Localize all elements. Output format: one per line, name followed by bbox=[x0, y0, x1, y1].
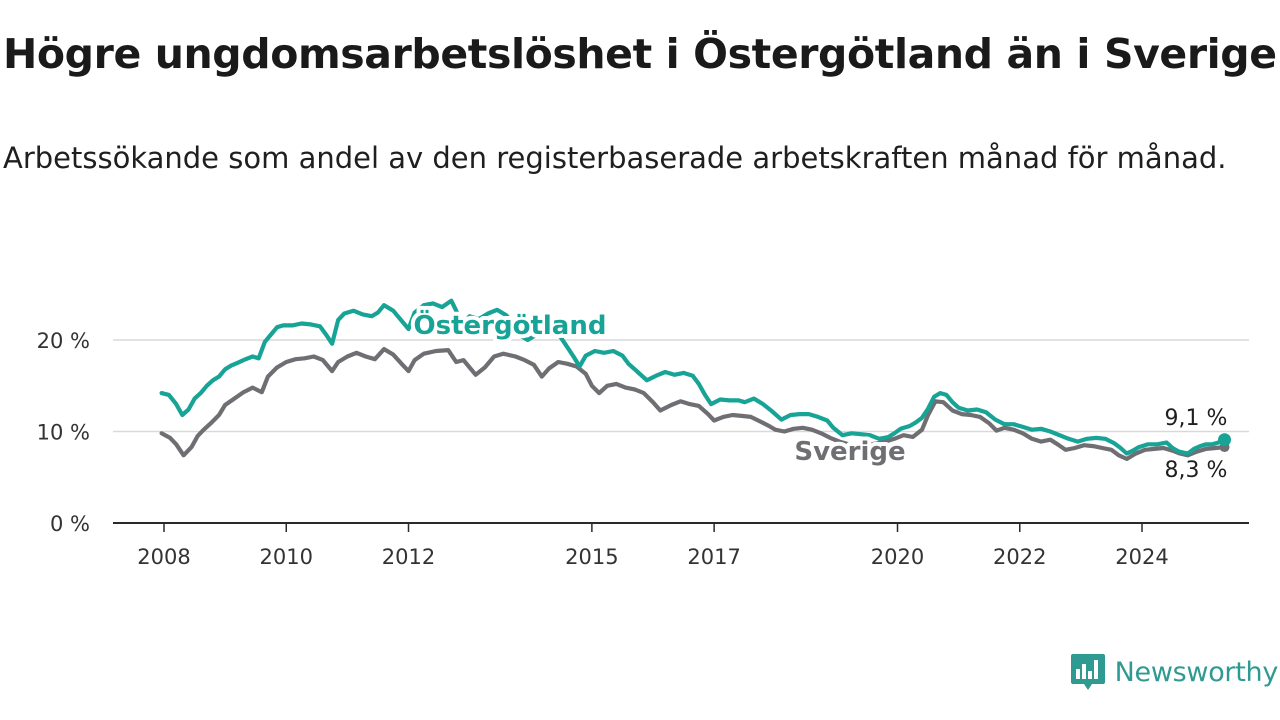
chart-subtitle: Arbetssökande som andel av den registerb… bbox=[3, 141, 1227, 175]
series-line-sverige bbox=[159, 347, 1227, 461]
axis-layer: 0 % 10 % 20 % 2008 2010 2012 2015 2017 2020 2022 2… bbox=[37, 329, 1249, 569]
brand-name: Newsworthy bbox=[1114, 657, 1279, 688]
x-tick-label: 2010 bbox=[260, 545, 313, 569]
line-chart: 0 % 10 % 20 % 2008 2010 2012 2015 2017 2020 2022 2… bbox=[37, 298, 1249, 569]
newsworthy-logo: Newsworthy bbox=[1070, 652, 1278, 693]
y-tick-label: 10 % bbox=[37, 421, 90, 445]
end-value-label-sverige: 8,3 % bbox=[1165, 458, 1228, 483]
label-layer: Östergötland Sverige 9,1 % 8,3 % bbox=[410, 304, 1231, 486]
series-label-ostergotland: Östergötland bbox=[414, 308, 607, 341]
series-line-ostergotland bbox=[159, 298, 1227, 456]
x-tick-label: 2015 bbox=[565, 545, 618, 569]
series-end-point-ostergotland bbox=[1218, 433, 1232, 447]
chart-title: Högre ungdomsarbetslöshet i Östergötland… bbox=[3, 30, 1277, 78]
x-tick-label: 2022 bbox=[993, 545, 1046, 569]
x-tick-label: 2024 bbox=[1115, 545, 1168, 569]
x-tick-label: 2017 bbox=[687, 545, 740, 569]
x-tick-label: 2020 bbox=[871, 545, 924, 569]
grid-layer bbox=[113, 339, 1249, 433]
y-tick-label: 0 % bbox=[50, 512, 90, 536]
end-value-label-ostergotland: 9,1 % bbox=[1165, 406, 1228, 431]
x-tick-label: 2008 bbox=[137, 545, 190, 569]
line-layer bbox=[159, 298, 1232, 461]
x-tick-label: 2012 bbox=[382, 545, 435, 569]
newsworthy-logo-icon bbox=[1070, 654, 1105, 690]
series-label-sverige: Sverige bbox=[794, 437, 905, 467]
y-tick-label: 20 % bbox=[37, 329, 90, 353]
